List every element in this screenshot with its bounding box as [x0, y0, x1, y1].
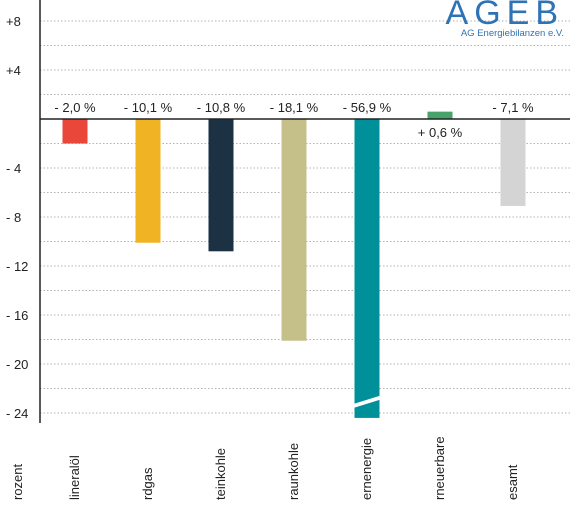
y-tick-label: +4 [6, 63, 21, 78]
value-label: + 0,6 % [418, 125, 463, 140]
value-label: - 10,1 % [124, 100, 173, 115]
y-axis-label: rozent [10, 463, 25, 500]
logo-subtitle: AG Energiebilanzen e.V. [461, 28, 564, 39]
value-label: - 18,1 % [270, 100, 319, 115]
bar [62, 119, 88, 144]
y-tick-label: - 24 [6, 406, 28, 421]
value-labels: - 2,0 % - 10,1 % - 10,8 % - 18,1 % - 56,9 % +… [54, 100, 534, 140]
ageb-logo: AGEB AG Energiebilanzen e.V. [446, 0, 564, 39]
category-label: rneuerbare [432, 436, 447, 500]
category-label: rdgas [140, 467, 155, 500]
category-label: raunkohle [286, 443, 301, 500]
bar [208, 119, 234, 252]
value-label: - 56,9 % [343, 100, 392, 115]
category-label: esamt [505, 464, 520, 500]
gridlines [40, 20, 570, 414]
bar [500, 119, 526, 206]
value-label: - 10,8 % [197, 100, 246, 115]
bar [354, 119, 380, 418]
y-tick-label: - 8 [6, 210, 21, 225]
logo-text: AGEB [446, 0, 564, 32]
value-label: - 7,1 % [492, 100, 534, 115]
y-tick-label: - 12 [6, 259, 28, 274]
category-label: ernenergie [359, 438, 374, 500]
bars [62, 111, 526, 418]
y-tick-label: - 16 [6, 308, 28, 323]
y-tick-label: +8 [6, 14, 21, 29]
category-label: teinkohle [213, 448, 228, 500]
y-axis-ticks: +8 +4 - 4 - 8 - 12 - 16 - 20 - 24 rozent [6, 14, 28, 500]
bar [427, 111, 453, 119]
bar [135, 119, 161, 243]
value-label: - 2,0 % [54, 100, 96, 115]
category-label: lineralöl [67, 455, 82, 500]
axis-break-mark [352, 395, 382, 409]
y-tick-label: - 20 [6, 357, 28, 372]
bar [281, 119, 307, 341]
y-tick-label: - 4 [6, 161, 21, 176]
category-labels: lineralöl rdgas teinkohle raunkohle ernenerg… [67, 436, 520, 500]
